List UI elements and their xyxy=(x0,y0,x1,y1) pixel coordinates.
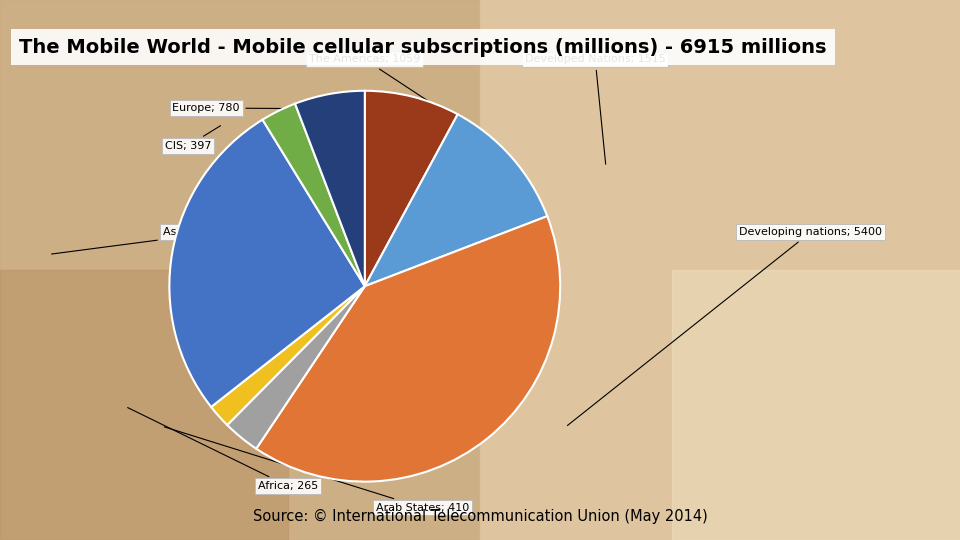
Wedge shape xyxy=(365,114,547,286)
Wedge shape xyxy=(262,104,365,286)
Wedge shape xyxy=(365,91,458,286)
Text: Developing nations; 5400: Developing nations; 5400 xyxy=(567,227,882,426)
Bar xyxy=(0,0,480,540)
Wedge shape xyxy=(256,216,561,482)
Text: Europe; 780: Europe; 780 xyxy=(173,103,303,113)
Text: Source: © International Telecommunication Union (May 2014): Source: © International Telecommunicatio… xyxy=(252,509,708,524)
Wedge shape xyxy=(228,286,365,449)
Text: Asia & Pacific; 3604: Asia & Pacific; 3604 xyxy=(52,227,274,254)
Bar xyxy=(672,270,960,540)
Text: Africa; 265: Africa; 265 xyxy=(128,408,318,491)
Text: The Americas; 1059: The Americas; 1059 xyxy=(309,55,442,110)
Text: Developed Nations; 1515: Developed Nations; 1515 xyxy=(525,55,665,164)
Bar xyxy=(0,270,288,540)
Bar xyxy=(480,0,960,540)
Text: CIS; 397: CIS; 397 xyxy=(165,126,221,151)
Wedge shape xyxy=(169,120,365,407)
Wedge shape xyxy=(211,286,365,425)
Text: The Mobile World - Mobile cellular subscriptions (millions) - 6915 millions: The Mobile World - Mobile cellular subsc… xyxy=(19,38,827,57)
Wedge shape xyxy=(295,91,365,286)
Text: Arab States; 410: Arab States; 410 xyxy=(164,427,469,512)
